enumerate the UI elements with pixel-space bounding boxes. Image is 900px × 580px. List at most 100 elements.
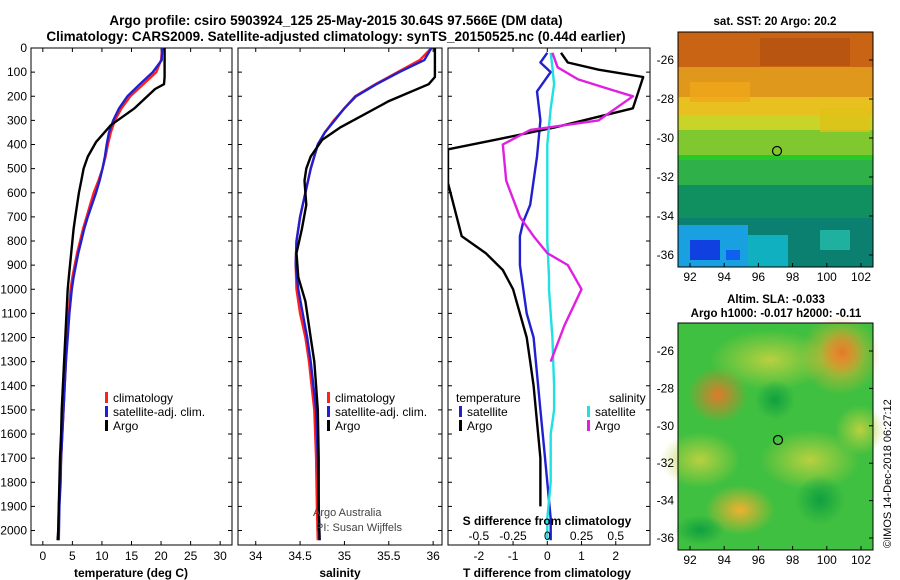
legend-swatch-satellite [105,406,108,417]
legend-label-climatology: climatology [335,391,395,405]
x-tick-label: 2 [612,549,619,563]
depth-tick-label: 1600 [0,427,27,441]
depth-tick-label: 1200 [0,331,27,345]
series-line-satellite-adj-clim- [57,48,164,541]
float-marker-sla [772,434,784,446]
depth-tick-label: 100 [7,65,27,79]
map-y-tick-label: -32 [657,456,675,470]
map-x-tick-label: 102 [851,553,871,567]
secondary-tick-label: 0.5 [607,529,624,543]
map-y-tick-label: -30 [657,419,675,433]
x-tick-label: 10 [95,549,109,563]
sla-map-title-line1: Altim. SLA: -0.033 [727,294,825,306]
map-y-tick-label: -26 [657,53,675,67]
map-y-tick-label: -34 [657,209,675,223]
series-line-argo [295,48,437,541]
float-marker-sst [771,145,783,157]
depth-tick-label: 1800 [0,475,27,489]
salinity-panel-frame [237,47,443,546]
panel-x-axes: 0 5 10 15 20 25 30 34 34.5 35 35.5 36 -2 -1 0 1 2 [39,48,619,563]
legend-swatch-sal-argo [587,420,590,431]
depth-tick-label: 0 [20,41,27,55]
depth-tick-label: 1500 [0,403,27,417]
legend-swatch-argo [327,420,330,431]
depth-tick-label: 300 [7,113,27,127]
legend-label-temp-argo: Argo [467,419,493,433]
sla-map-title-line2: Argo h1000: -0.017 h2000: -0.11 [691,308,862,320]
x-tick-label: 35.5 [377,549,401,563]
x-tick-label: 30 [213,549,227,563]
series-line-satellite-adj-clim- [294,48,433,541]
legend-temperature-title: temperature [456,391,521,405]
depth-tick-label: 1000 [0,282,27,296]
depth-tick-label: 1300 [0,355,27,369]
depth-tick-label: 400 [7,138,27,152]
depth-tick-label: 200 [7,89,27,103]
legend-swatch-temp-argo [459,420,462,431]
difference-legend: temperature satellite Argo salinity sate… [456,391,646,543]
map-y-tick-label: -34 [657,494,675,508]
x-tick-label: 5 [69,549,76,563]
credit-pi: PI: Susan Wijffels [316,522,402,534]
legend-label-argo: Argo [335,419,361,433]
map-y-tick-label: -26 [657,344,675,358]
map-x-tick-label: 92 [683,270,697,284]
map-x-tick-label: 100 [817,553,837,567]
depth-tick-label: 1400 [0,379,27,393]
temperature-xlabel: temperature (deg C) [74,566,188,580]
depth-tick-label: 500 [7,162,27,176]
x-tick-label: -1 [508,549,519,563]
x-tick-label: 36 [426,549,440,563]
temperature-series [56,48,166,541]
sla-map: 92 94 96 98 100 102 -26 -28 -30 -32 -34 -36 [657,315,885,567]
map-y-tick-label: -30 [657,131,675,145]
map-y-tick-label: -32 [657,170,675,184]
legend-label-temp-satellite: satellite [467,405,508,419]
legend-swatch-temp-satellite [459,406,462,417]
legend-salinity-title: salinity [609,391,646,405]
x-tick-label: -2 [473,549,484,563]
legend-swatch-climatology [327,392,330,403]
sst-map-title: sat. SST: 20 Argo: 20.2 [714,16,837,28]
series-line-temperature-satellite [518,52,552,541]
salinity-legend: climatology satellite-adj. clim. Argo Ar… [313,391,427,534]
depth-tick-label: 1100 [1,306,27,320]
depth-tick-label: 2000 [0,524,27,538]
legend-label-climatology: climatology [113,391,173,405]
salinity-series [294,48,437,541]
x-tick-label: 25 [184,549,198,563]
map-x-tick-label: 96 [752,270,766,284]
map-x-tick-label: 98 [786,553,800,567]
map-x-tick-label: 96 [752,553,766,567]
x-tick-label: 34 [249,549,263,563]
map-y-tick-label: -36 [657,531,675,545]
x-tick-label: 1 [578,549,585,563]
map-y-tick-label: -36 [657,248,675,262]
map-x-tick-label: 92 [683,553,697,567]
secondary-xlabel: S difference from climatology [463,514,632,528]
x-tick-label: 0 [39,549,46,563]
difference-panel-frame [447,47,651,546]
map-y-tick-label: -28 [657,92,675,106]
legend-label-sal-argo: Argo [595,419,621,433]
x-tick-label: 0 [544,549,551,563]
chart-title-line2: Climatology: CARS2009. Satellite-adjuste… [46,29,626,44]
secondary-tick-label: -0.5 [468,529,489,543]
legend-label-argo: Argo [113,419,139,433]
secondary-x-ticks: -0.5 -0.25 0 0.25 0.5 [468,529,624,543]
legend-swatch-sal-satellite [587,406,590,417]
x-tick-label: 20 [154,549,168,563]
map-x-tick-label: 94 [718,270,732,284]
map-x-tick-label: 98 [786,270,800,284]
legend-label-satellite: satellite-adj. clim. [113,405,205,419]
legend-label-satellite: satellite-adj. clim. [335,405,427,419]
series-line-climatology [57,48,164,541]
legend-swatch-climatology [105,392,108,403]
legend-swatch-argo [105,420,108,431]
map-x-tick-label: 102 [851,270,871,284]
x-tick-label: 35 [338,549,352,563]
chart-title-line1: Argo profile: csiro 5903924_125 25-May-2… [109,13,563,28]
difference-xlabel: T difference from climatology [463,566,631,580]
legend-swatch-satellite [327,406,330,417]
